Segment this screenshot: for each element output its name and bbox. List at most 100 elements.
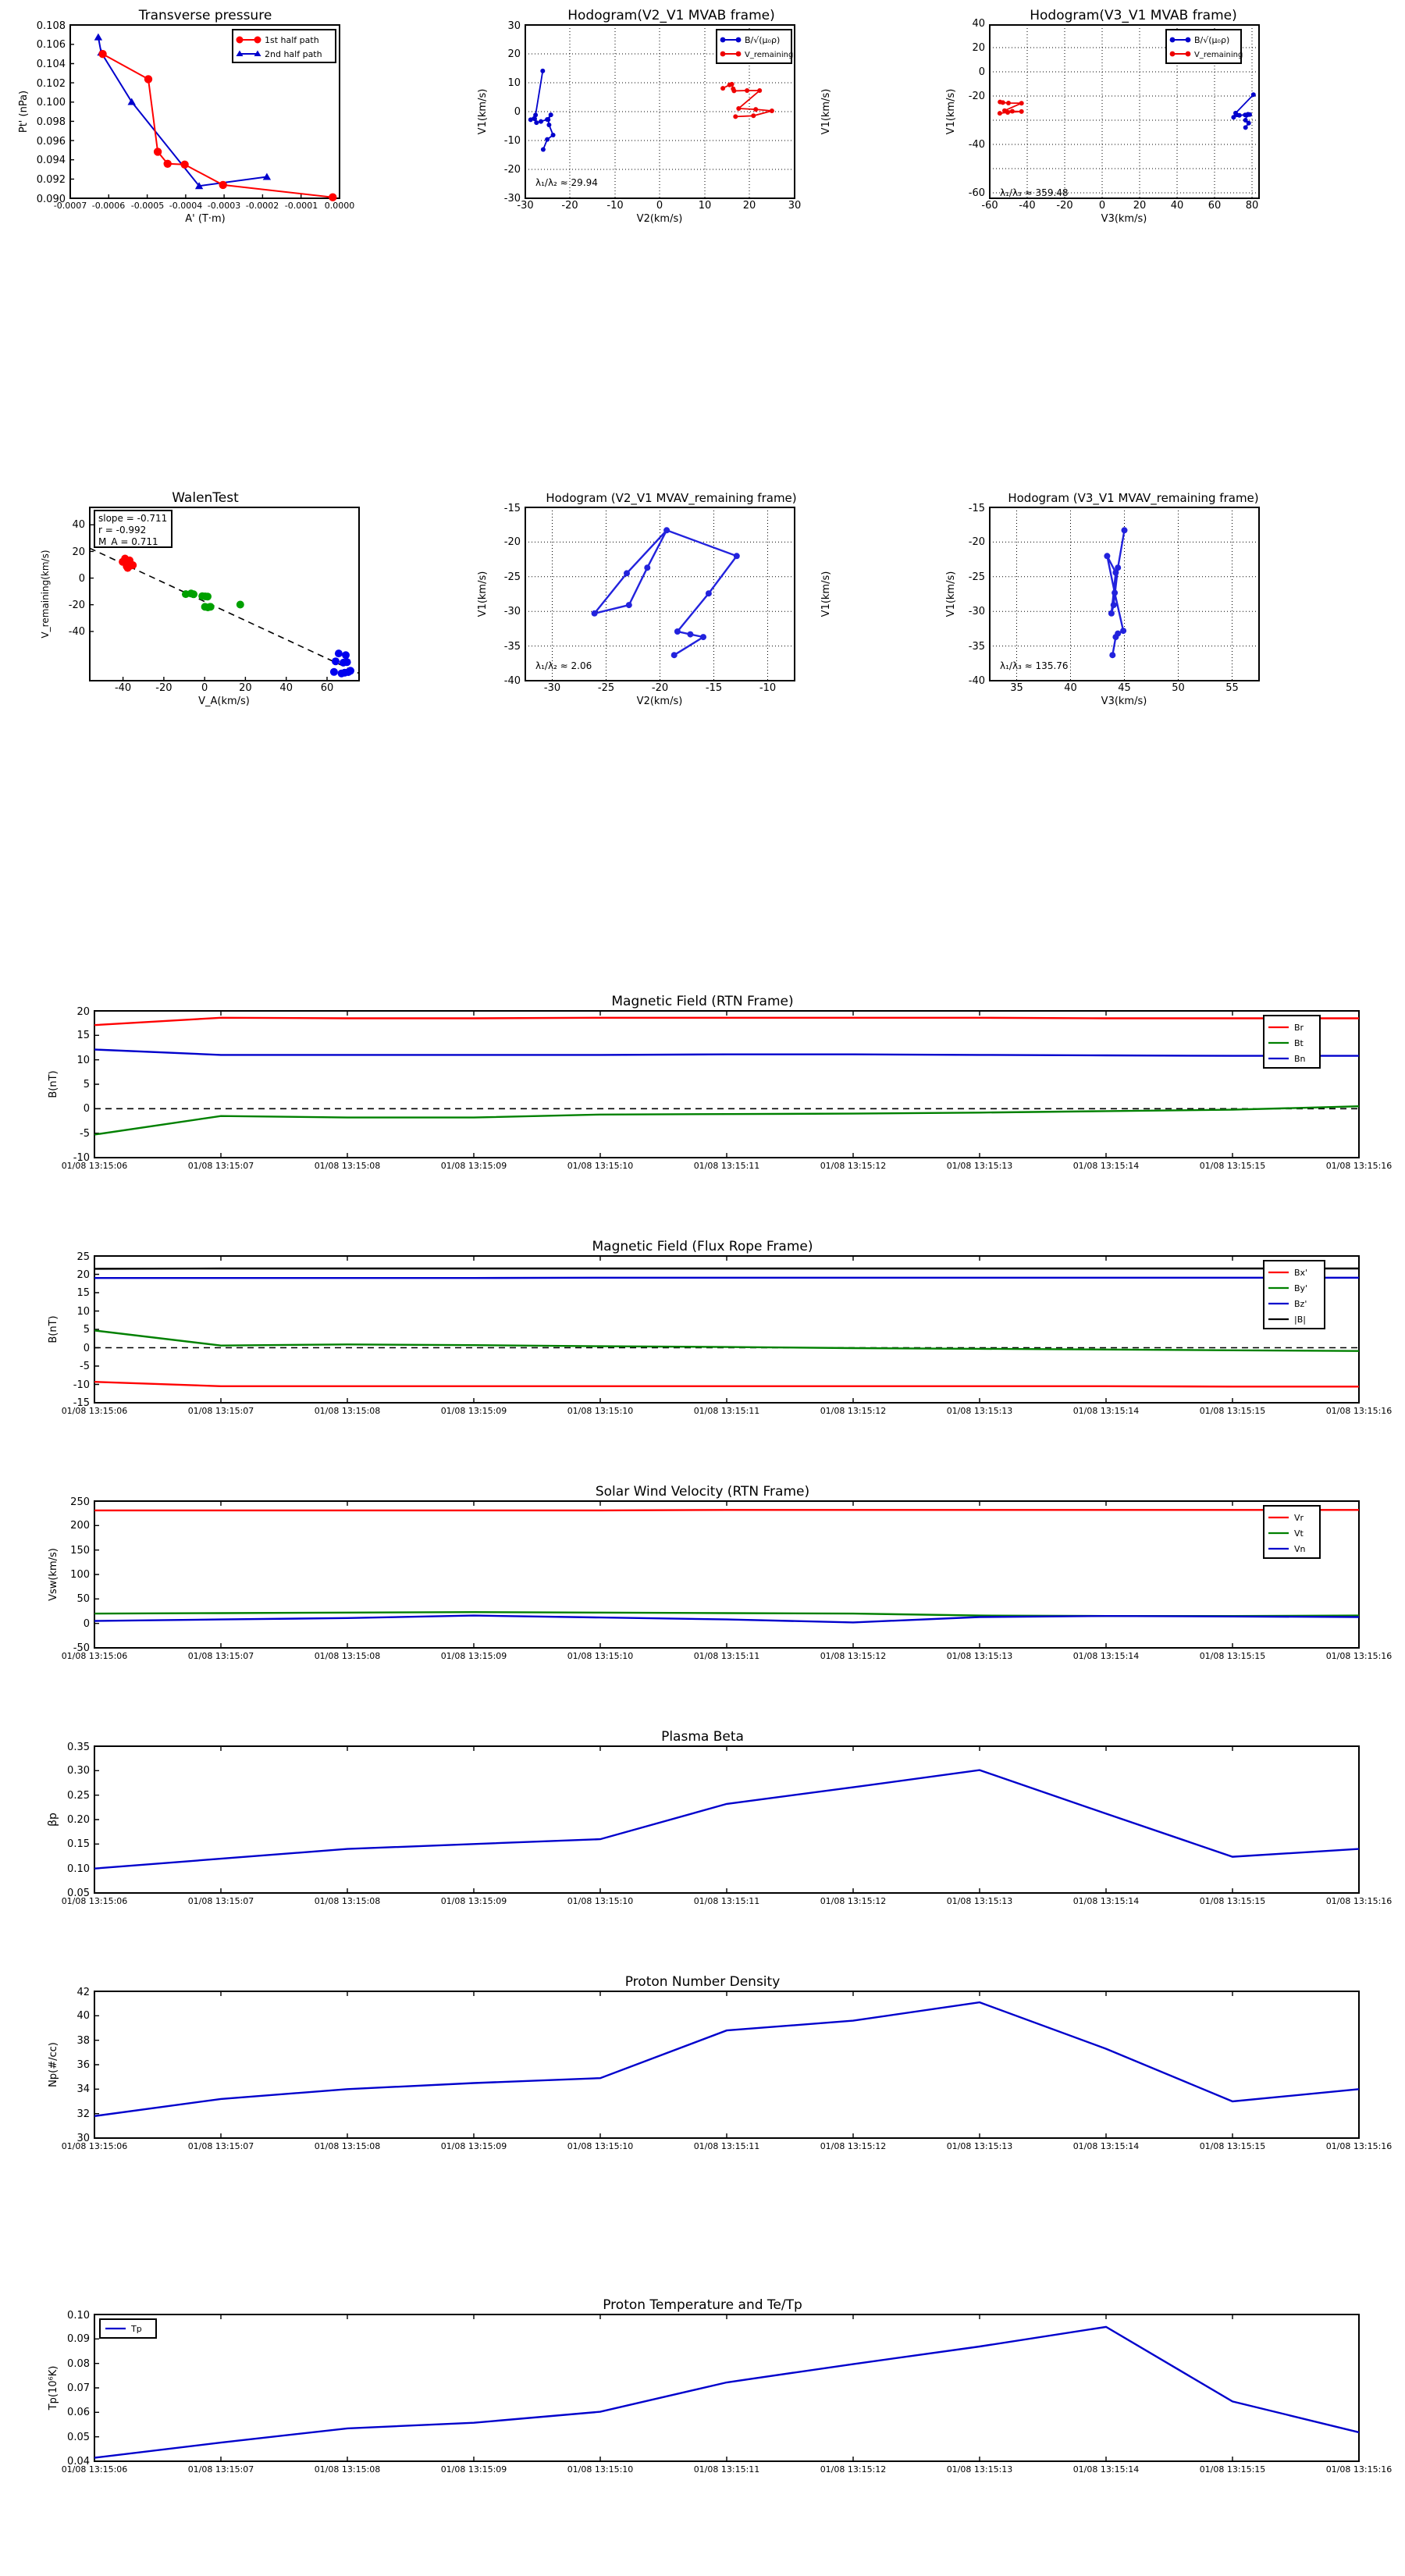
ytick: -35 <box>969 641 985 653</box>
panel-title: Hodogram(V2_V1 MVAB frame) <box>567 8 775 23</box>
legend-label: B/√(μ₀ρ) <box>745 35 780 45</box>
xtick: 01/08 13:15:15 <box>1200 2464 1266 2475</box>
xtick: 60 <box>1208 200 1222 212</box>
ytick: 0 <box>979 66 985 78</box>
y-axis-label: Vsw(km/s) <box>48 1548 59 1601</box>
markers-trace <box>591 527 740 659</box>
xtick: -0.0001 <box>285 201 318 211</box>
xtick: 01/08 13:15:07 <box>188 1651 254 1661</box>
xtick: 01/08 13:15:09 <box>441 2141 507 2151</box>
xtick: 01/08 13:15:10 <box>567 1406 634 1416</box>
ytick: 0.35 <box>67 1742 90 1753</box>
ytick: -10 <box>504 135 521 147</box>
axes-frame <box>94 2314 1360 2462</box>
xtick: 60 <box>321 682 334 694</box>
xtick: 01/08 13:15:10 <box>567 1651 634 1661</box>
xtick: -20 <box>652 682 668 694</box>
ytick: -40 <box>504 675 521 687</box>
x-axis-ticks: 01/08 13:15:06 01/08 13:15:07 01/08 13:1… <box>62 2314 1392 2475</box>
ytick: -15 <box>969 503 985 514</box>
legend[interactable]: Tp <box>99 2318 157 2339</box>
xtick: 01/08 13:15:14 <box>1073 1896 1140 1906</box>
y-axis-label: Tp(10⁶K) <box>48 2366 59 2411</box>
markers-b-alfven <box>1231 92 1256 130</box>
ytick: 0.04 <box>67 2456 90 2467</box>
y-axis-label: V1(km/s) <box>945 89 957 135</box>
xtick: 40 <box>1064 682 1077 694</box>
ytick: 0.108 <box>37 20 66 32</box>
ytick: 15 <box>76 1030 90 1041</box>
eigenvalue-ratio-annotation: λ₁/λ₂ ≈ 29.94 <box>535 177 598 188</box>
gridlines <box>990 507 1259 681</box>
ytick: 0.104 <box>37 59 66 70</box>
x-axis-label: A' (T·m) <box>185 213 225 225</box>
xtick: 01/08 13:15:16 <box>1326 1896 1393 1906</box>
y-axis-ticks: -50 0 50 100 150 200 250 <box>70 1496 99 1654</box>
x-axis-ticks: -30 -25 -20 -15 -10 <box>544 682 776 694</box>
xtick: -0.0004 <box>169 201 202 211</box>
xtick: 01/08 13:15:07 <box>188 1406 254 1416</box>
x-axis-label: V3(km/s) <box>1101 213 1147 225</box>
markers-v-remaining <box>997 99 1024 116</box>
xtick: 01/08 13:15:09 <box>441 1161 507 1171</box>
x-axis-label: V2(km/s) <box>637 213 683 225</box>
xtick: 01/08 13:15:13 <box>947 1896 1013 1906</box>
xtick: -10 <box>759 682 776 694</box>
ytick: -10 <box>73 1379 90 1391</box>
legend-label: |B| <box>1294 1315 1306 1325</box>
legend-label: Bx' <box>1294 1268 1307 1278</box>
xtick: 20 <box>743 200 756 212</box>
eigenvalue-ratio-annotation: λ₁/λ₃ ≈ 135.76 <box>1000 660 1069 671</box>
ytick: 32 <box>76 2108 90 2120</box>
panel-title: Transverse pressure <box>138 8 272 23</box>
series-green-cluster <box>182 589 244 612</box>
xtick: 01/08 13:15:11 <box>694 2464 760 2475</box>
series-red-cluster <box>119 554 137 572</box>
xtick: -0.0006 <box>92 201 125 211</box>
markers-trace <box>1104 527 1128 659</box>
xtick: 20 <box>239 682 252 694</box>
stats-box: slope = -0.711 r = -0.992 M_A = 0.711 <box>94 510 173 548</box>
ytick: 20 <box>72 546 85 558</box>
stat-slope: slope = -0.711 <box>98 513 167 524</box>
xtick: 01/08 13:15:12 <box>820 1896 887 1906</box>
y-axis-ticks: -10 -5 0 5 10 15 20 <box>73 1006 99 1164</box>
xtick: 01/08 13:15:16 <box>1326 2141 1393 2151</box>
legend[interactable]: B/√(μ₀ρ) V_remaining <box>716 29 793 64</box>
y-axis-ticks: 0.05 0.10 0.15 0.20 0.25 0.30 0.35 <box>67 1742 99 1899</box>
ytick: 0 <box>84 1103 90 1115</box>
xtick: 01/08 13:15:14 <box>1073 2464 1140 2475</box>
legend[interactable]: Bx' By' Bz' |B| <box>1263 1260 1325 1329</box>
xtick: -40 <box>1019 200 1035 212</box>
y-axis-ticks: -40 -35 -30 -25 -20 -15 <box>504 503 521 687</box>
ytick: 36 <box>76 2059 90 2071</box>
xtick: 01/08 13:15:12 <box>820 2141 887 2151</box>
xtick: -30 <box>544 682 560 694</box>
xtick: 01/08 13:15:08 <box>315 2141 381 2151</box>
x-axis-ticks: 01/08 13:15:06 01/08 13:15:07 01/08 13:1… <box>62 1991 1393 2151</box>
xtick: 01/08 13:15:07 <box>188 2141 254 2151</box>
ytick: -30 <box>504 606 521 617</box>
series-np <box>94 2001 1360 2117</box>
legend[interactable]: Vr Vt Vn <box>1263 1505 1321 1559</box>
legend-label: Tp <box>130 2324 142 2334</box>
ytick: -20 <box>969 91 985 102</box>
xtick: 01/08 13:15:09 <box>441 1651 507 1661</box>
xtick: 01/08 13:15:16 <box>1326 1161 1393 1171</box>
ytick: 0.20 <box>67 1814 90 1826</box>
y-axis-label: V1(km/s) <box>477 89 489 135</box>
panel-title: Proton Number Density <box>625 1974 781 1990</box>
ytick: 5 <box>84 1079 90 1091</box>
legend-label: V_remaining <box>1194 51 1243 59</box>
legend[interactable]: B/√(μ₀ρ) V_remaining <box>1165 29 1243 64</box>
ytick: 0.15 <box>67 1838 90 1850</box>
legend[interactable]: 1st half path 2nd half path <box>232 29 336 63</box>
xtick: 01/08 13:15:09 <box>441 2464 507 2475</box>
legend[interactable]: Br Bt Bn <box>1263 1015 1321 1069</box>
ytick: 0 <box>514 106 521 118</box>
ytick: 0.05 <box>67 2432 90 2443</box>
xtick: 01/08 13:15:09 <box>441 1406 507 1416</box>
xtick: 01/08 13:15:08 <box>315 2464 381 2475</box>
y-axis-ticks: 0.090 0.092 0.094 0.096 0.098 0.100 0.10… <box>37 20 74 205</box>
panel-title: Plasma Beta <box>661 1729 744 1745</box>
